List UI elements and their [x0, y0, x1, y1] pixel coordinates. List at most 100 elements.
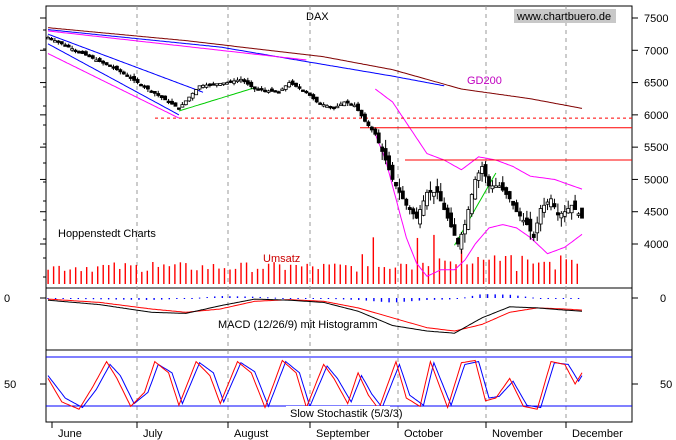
source-box: [514, 9, 616, 23]
macd-histogram-bar: [289, 298, 292, 299]
source-label: www.chartbuero.de: [516, 11, 611, 23]
macd-histogram-bar: [92, 298, 95, 300]
volume-bar: [311, 266, 314, 284]
candle-body: [328, 106, 333, 109]
macd-histogram-bar: [62, 298, 64, 299]
candle-body: [414, 211, 419, 219]
candle-body: [294, 82, 298, 87]
channel-lower-magenta: [47, 53, 180, 119]
candle-body: [276, 91, 281, 94]
macd-histogram-bar: [547, 298, 549, 299]
left-panel-label: 50: [4, 379, 16, 391]
macd-line: [47, 298, 583, 334]
macd-label: MACD (12/26/9) mit Histogramm: [218, 319, 378, 331]
candle-body: [104, 62, 109, 66]
volume-bar: [174, 264, 176, 284]
candle-body: [139, 84, 143, 87]
candle-body: [270, 88, 274, 92]
volume-bar: [163, 264, 165, 284]
candle-body: [359, 109, 364, 117]
volume-bar: [383, 267, 386, 284]
macd-histogram-bar: [176, 298, 178, 300]
macd-histogram-bar: [304, 298, 307, 299]
candle-body: [390, 164, 395, 180]
candle-body: [573, 200, 578, 210]
candle-body: [449, 212, 453, 228]
volume-bar: [152, 262, 154, 284]
volume-bar: [482, 259, 485, 284]
volume-bar: [278, 264, 281, 284]
month-label: October: [404, 428, 443, 440]
candle-body: [435, 186, 440, 193]
volume-bar: [63, 270, 66, 284]
macd-histogram-bar: [107, 298, 110, 300]
macd-histogram-bar: [479, 294, 481, 298]
candle-body: [194, 89, 199, 96]
volume-bar: [300, 266, 303, 284]
macd-histogram-bar: [509, 294, 512, 298]
candle-body: [418, 209, 422, 225]
macd-histogram-bar: [297, 298, 299, 299]
volume-bar: [124, 263, 126, 284]
candle-body: [235, 79, 240, 83]
candle-body: [56, 40, 61, 43]
macd-histogram-bar: [486, 294, 489, 298]
candle-body: [166, 100, 171, 104]
macd-histogram-bar: [221, 296, 224, 298]
candle-body: [170, 100, 174, 105]
candle-body: [504, 187, 509, 195]
axes: June July August September October November De…: [4, 13, 672, 440]
candle-body: [125, 74, 130, 77]
candle-body: [559, 212, 564, 219]
candle-body: [369, 126, 374, 131]
volume-bar: [207, 269, 209, 284]
candle-body: [266, 90, 271, 93]
volume-bar: [372, 237, 375, 284]
candle-body: [249, 81, 254, 88]
candle-body: [514, 202, 519, 213]
volume-bar: [455, 264, 457, 284]
candle-body: [325, 105, 329, 108]
candle-body: [232, 80, 236, 84]
volume-bar: [289, 264, 292, 284]
macd-signal-line: [47, 298, 583, 332]
macd-histogram-bar: [365, 298, 368, 301]
candle-body: [352, 104, 357, 108]
channel-lower-blue: [47, 43, 180, 116]
candle-body: [483, 164, 488, 177]
candle-body: [111, 66, 116, 69]
macd-histogram-bar: [403, 298, 405, 302]
candle-body: [97, 58, 102, 62]
macd-histogram-bar: [70, 298, 72, 299]
volume-bar: [91, 271, 93, 284]
macd-histogram-bar: [183, 298, 186, 299]
candle-body: [245, 80, 250, 85]
candle-body: [552, 203, 557, 208]
macd-histogram-bar: [517, 295, 519, 298]
candle-body: [549, 198, 553, 208]
macd-histogram-bar: [562, 298, 565, 299]
macd-histogram-bar: [433, 298, 436, 300]
macd-histogram-bar: [524, 296, 527, 298]
macd-histogram-bar: [418, 298, 421, 301]
macd-histogram-bar: [358, 298, 360, 301]
macd-histogram-bar: [244, 296, 246, 298]
candle-body: [521, 219, 526, 223]
candle-body: [566, 208, 571, 214]
volume-bar: [334, 263, 336, 284]
month-label: September: [316, 428, 370, 440]
y-tick-label: 6500: [644, 78, 668, 90]
volume-bar: [449, 261, 452, 284]
macd-histogram-bar: [259, 296, 261, 298]
candle-body: [480, 166, 484, 174]
candle-body: [77, 51, 81, 54]
macd-histogram-bar: [464, 297, 466, 299]
candle-body: [431, 191, 436, 197]
candle-body: [214, 83, 219, 86]
volume-bar: [108, 265, 110, 284]
volume-bar: [218, 268, 220, 284]
volume-bar: [212, 264, 215, 284]
macd-histogram-bar: [168, 298, 170, 300]
macd-histogram-bar: [267, 297, 269, 299]
candle-body: [473, 179, 478, 200]
